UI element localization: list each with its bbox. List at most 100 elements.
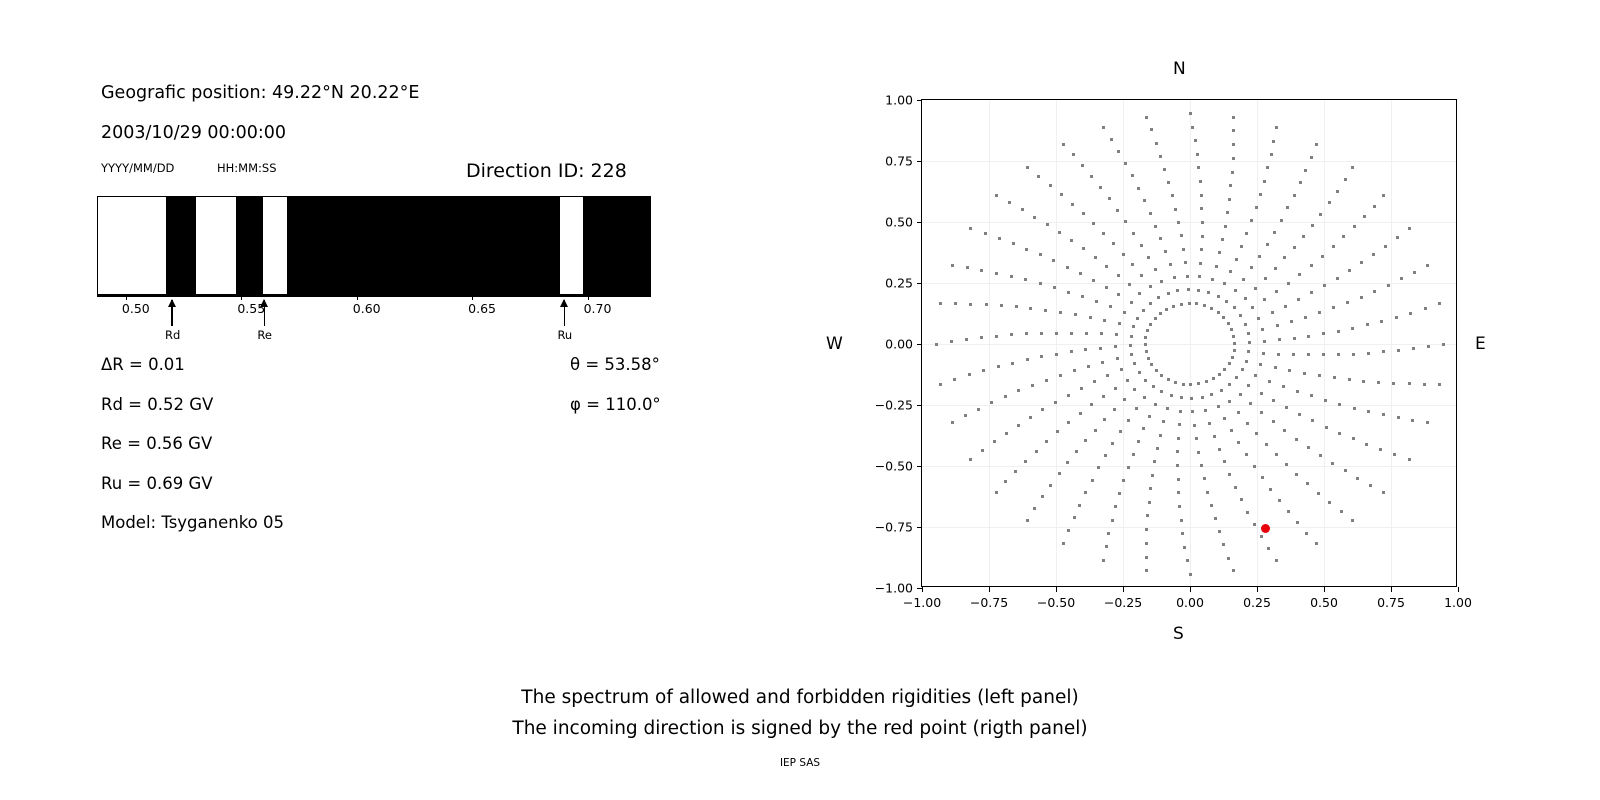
- scatter-point: [1245, 232, 1249, 236]
- scatter-point: [1322, 284, 1326, 288]
- caption-line-2: The incoming direction is signed by the …: [512, 718, 1088, 739]
- scatter-point: [1118, 430, 1122, 434]
- scatter-point: [1275, 125, 1279, 129]
- y-axis-tick: [917, 588, 922, 590]
- x-axis-tick: [1458, 587, 1460, 592]
- footer-credit: IEP SAS: [779, 757, 821, 769]
- scatter-point: [1231, 156, 1235, 160]
- scatter-point: [1147, 414, 1151, 418]
- scatter-point: [1320, 254, 1324, 258]
- scatter-point: [1149, 487, 1153, 491]
- scatter-point: [1394, 315, 1398, 319]
- scatter-point: [1306, 445, 1310, 449]
- scatter-point: [1133, 362, 1137, 366]
- scatter-point: [1178, 504, 1182, 508]
- scatter-point: [1237, 410, 1241, 414]
- scatter-point: [997, 236, 1001, 240]
- scatter-point: [969, 457, 973, 461]
- scatter-point: [1246, 510, 1250, 514]
- scatter-point: [1216, 310, 1220, 314]
- scatter-point: [1235, 376, 1239, 380]
- scatter-point: [1243, 296, 1247, 300]
- scatter-point: [1029, 306, 1033, 310]
- scatter-point: [1437, 302, 1441, 306]
- scatter-point: [1167, 180, 1171, 184]
- scatter-point: [1197, 450, 1201, 454]
- scatter-point: [1277, 338, 1281, 342]
- scatter-point: [1217, 530, 1221, 534]
- scatter-point: [1239, 314, 1243, 318]
- scatter-point: [1040, 331, 1044, 335]
- scatter-point: [1066, 393, 1070, 397]
- scatter-point: [1081, 295, 1085, 299]
- scatter-point: [1284, 304, 1288, 308]
- scatter-point: [1362, 379, 1366, 383]
- scatter-point: [1160, 374, 1164, 378]
- scatter-point: [1322, 332, 1326, 336]
- scatter-point: [939, 302, 943, 306]
- direction-id-label: Direction ID: 228: [466, 160, 627, 182]
- scatter-point: [1148, 211, 1152, 215]
- compass-label-north: N: [1173, 59, 1186, 79]
- scatter-point: [1025, 358, 1029, 362]
- scatter-point: [1160, 279, 1164, 283]
- scatter-point: [1163, 167, 1167, 171]
- scatter-point: [1362, 215, 1366, 219]
- scatter-point: [1129, 301, 1133, 305]
- scatter-point: [1059, 310, 1063, 314]
- scatter-point: [1084, 331, 1088, 335]
- scatter-point: [1136, 316, 1140, 320]
- scatter-point: [1153, 267, 1157, 271]
- scatter-point: [1226, 321, 1230, 325]
- scatter-point: [1423, 307, 1427, 311]
- scatter-point: [1411, 347, 1415, 351]
- caption-line-1: The spectrum of allowed and forbidden ri…: [521, 687, 1079, 708]
- scatter-point: [1078, 272, 1082, 276]
- scatter-point: [1261, 328, 1265, 332]
- scatter-point: [1422, 382, 1426, 386]
- scatter-point: [1268, 379, 1272, 383]
- scatter-point: [1103, 318, 1107, 322]
- scatter-point: [1084, 491, 1088, 494]
- scatter-point: [1211, 277, 1215, 281]
- scatter-point: [1319, 212, 1323, 216]
- scatter-point: [1275, 559, 1279, 563]
- scatter-point: [1298, 412, 1302, 416]
- rigidity-tick: [587, 295, 589, 300]
- scatter-point: [1122, 478, 1126, 482]
- scatter-point: [1038, 282, 1042, 286]
- scatter-point: [1229, 270, 1233, 274]
- scatter-point: [1286, 281, 1290, 285]
- scatter-point: [1273, 366, 1277, 370]
- scatter-point: [1233, 341, 1237, 345]
- scatter-point: [1234, 257, 1238, 261]
- scatter-point: [1386, 283, 1390, 287]
- parameter-item: φ = 110.0°: [570, 394, 661, 414]
- scatter-point: [1117, 321, 1121, 325]
- y-axis-tick: [917, 100, 922, 102]
- gridline-horizontal: [922, 466, 1456, 467]
- scatter-point: [1274, 452, 1278, 456]
- gridline-horizontal: [922, 344, 1456, 345]
- scatter-point: [1181, 382, 1185, 386]
- scatter-point: [1352, 225, 1356, 229]
- scatter-point: [969, 302, 973, 306]
- scatter-point: [1061, 542, 1065, 546]
- scatter-point: [1081, 212, 1085, 216]
- scatter-point: [1277, 352, 1281, 356]
- scatter-point: [1200, 207, 1204, 211]
- y-axis-tick: [917, 161, 922, 163]
- scatter-point: [1217, 447, 1221, 451]
- scatter-point: [1041, 408, 1045, 412]
- forbidden-band: [582, 197, 651, 294]
- scatter-point: [1004, 480, 1008, 484]
- scatter-point: [1230, 170, 1234, 174]
- scatter-point: [1260, 535, 1264, 539]
- rigidity-spectrum-bar: [97, 196, 651, 295]
- scatter-point: [1286, 509, 1290, 513]
- scatter-point: [1191, 125, 1195, 129]
- scatter-point: [1054, 400, 1058, 404]
- scatter-point: [1396, 236, 1400, 240]
- datetime-label: 2003/10/29 00:00:00: [101, 123, 287, 143]
- scatter-point: [1222, 460, 1226, 464]
